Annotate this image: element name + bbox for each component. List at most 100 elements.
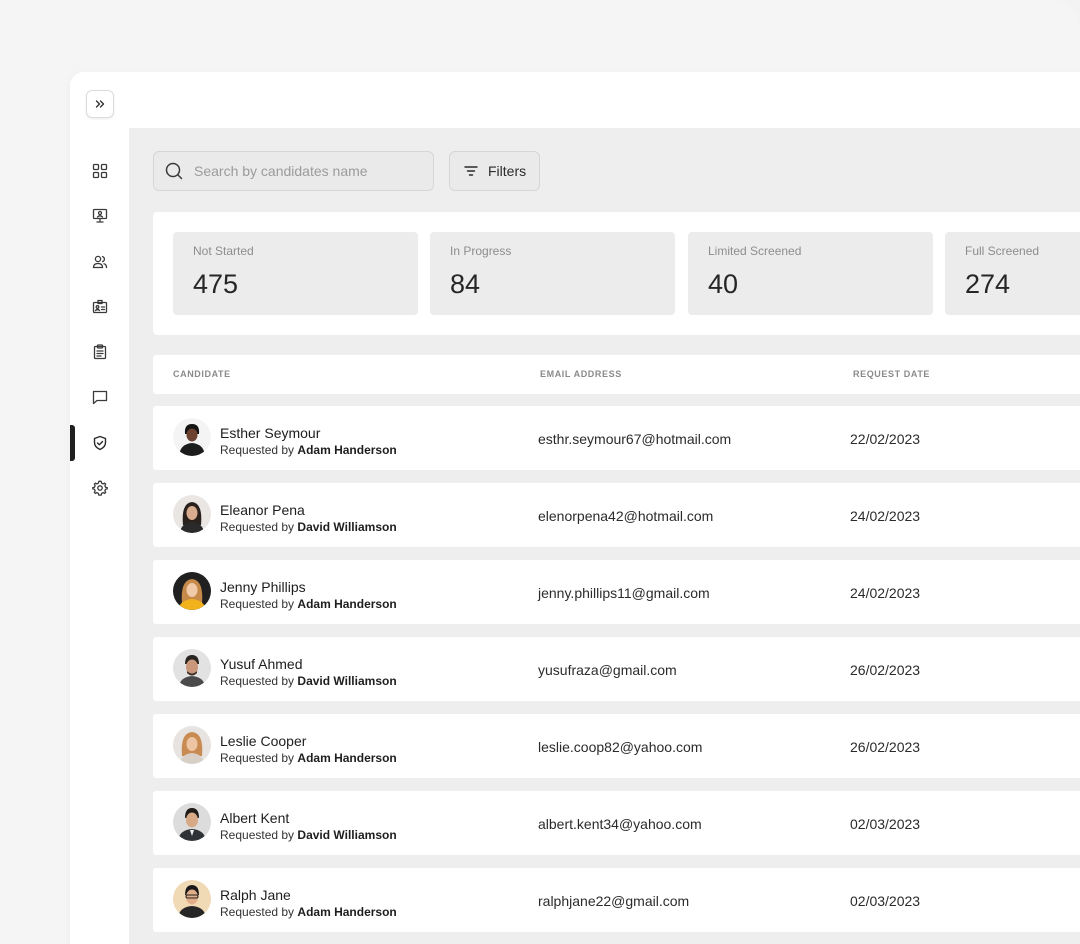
requester-name: Adam Handerson <box>297 905 397 919</box>
main-content: Filters Not Started 475 In Progress 84 L… <box>129 128 1080 944</box>
candidate-name: Esther Seymour <box>220 425 321 441</box>
requested-by: Requested by Adam Handerson <box>220 905 397 919</box>
column-header-request-date[interactable]: REQUEST DATE <box>853 369 931 379</box>
filters-label: Filters <box>488 163 527 179</box>
stat-card-limited-screened: Limited Screened 40 <box>688 232 933 315</box>
stat-value: 274 <box>965 269 1011 299</box>
filter-lines-icon <box>464 166 478 176</box>
table-row[interactable]: Eleanor Pena Requested by David Williams… <box>153 483 1080 547</box>
sidebar-item-users[interactable] <box>70 244 129 280</box>
stat-value: 40 <box>708 269 739 299</box>
column-header-email[interactable]: EMAIL ADDRESS <box>540 369 622 379</box>
request-date: 26/02/2023 <box>850 739 921 755</box>
avatar <box>173 880 211 918</box>
expand-sidebar-button[interactable] <box>86 90 114 118</box>
table-row[interactable]: Yusuf Ahmed Requested by David Williamso… <box>153 637 1080 701</box>
table-header: CANDIDATE EMAIL ADDRESS REQUEST DATE <box>153 355 1080 394</box>
avatar <box>173 726 211 764</box>
avatar <box>173 649 211 687</box>
avatar <box>173 495 211 533</box>
app-window: Filters Not Started 475 In Progress 84 L… <box>70 72 1080 944</box>
requested-prefix: Requested by <box>220 674 295 688</box>
filters-button[interactable]: Filters <box>449 151 540 191</box>
stat-label: In Progress <box>450 244 512 258</box>
requested-by: Requested by Adam Handerson <box>220 443 397 457</box>
requester-name: David Williamson <box>297 828 397 842</box>
candidate-email: jenny.phillips11@gmail.com <box>538 585 710 601</box>
requested-prefix: Requested by <box>220 443 295 457</box>
request-date: 26/02/2023 <box>850 662 921 678</box>
candidate-email: leslie.coop82@yahoo.com <box>538 739 703 755</box>
top-bar <box>129 72 1080 128</box>
request-date: 02/03/2023 <box>850 816 921 832</box>
avatar <box>173 572 211 610</box>
gear-icon <box>91 480 108 496</box>
stat-value: 84 <box>450 269 481 299</box>
sidebar-item-clipboard[interactable] <box>70 334 129 370</box>
column-header-candidate[interactable]: CANDIDATE <box>173 369 231 379</box>
stat-card-not-started: Not Started 475 <box>173 232 418 315</box>
requested-by: Requested by David Williamson <box>220 520 397 534</box>
candidate-email: ralphjane22@gmail.com <box>538 893 690 909</box>
table-row[interactable]: Ralph Jane Requested by Adam Handerson r… <box>153 868 1080 932</box>
candidate-email: yusufraza@gmail.com <box>538 662 677 678</box>
request-date: 24/02/2023 <box>850 585 921 601</box>
id-card-icon <box>92 299 107 314</box>
request-date: 24/02/2023 <box>850 508 921 524</box>
candidate-name: Albert Kent <box>220 810 290 826</box>
users-icon <box>92 255 107 269</box>
table-row[interactable]: Albert Kent Requested by David Williamso… <box>153 791 1080 855</box>
stats-panel: Not Started 475 In Progress 84 Limited S… <box>153 212 1080 335</box>
requester-name: David Williamson <box>297 674 397 688</box>
requester-name: Adam Handerson <box>297 443 397 457</box>
requested-prefix: Requested by <box>220 905 295 919</box>
avatar <box>173 418 211 456</box>
search-icon <box>165 162 183 180</box>
table-row[interactable]: Leslie Cooper Requested by Adam Handerso… <box>153 714 1080 778</box>
table-row[interactable]: Jenny Phillips Requested by Adam Handers… <box>153 560 1080 624</box>
requested-by: Requested by David Williamson <box>220 674 397 688</box>
stat-label: Limited Screened <box>708 244 802 258</box>
candidate-name: Leslie Cooper <box>220 733 307 749</box>
candidate-name: Eleanor Pena <box>220 502 305 518</box>
chat-icon <box>92 390 107 405</box>
avatar <box>173 803 211 841</box>
double-chevron-right-icon <box>95 100 105 108</box>
requested-by: Requested by Adam Handerson <box>220 597 397 611</box>
dashboard-grid-icon <box>92 163 107 179</box>
requested-prefix: Requested by <box>220 828 295 842</box>
sidebar-item-messages[interactable] <box>70 379 129 415</box>
table-row[interactable]: Esther Seymour Requested by Adam Handers… <box>153 406 1080 470</box>
stat-card-full-screened: Full Screened 274 <box>945 232 1080 315</box>
sidebar-item-settings[interactable] <box>70 470 129 506</box>
requested-by: Requested by David Williamson <box>220 828 397 842</box>
candidate-name: Ralph Jane <box>220 887 291 903</box>
stat-label: Full Screened <box>965 244 1040 258</box>
stat-label: Not Started <box>193 244 254 258</box>
request-date: 02/03/2023 <box>850 893 921 909</box>
stat-card-in-progress: In Progress 84 <box>430 232 675 315</box>
candidate-email: esthr.seymour67@hotmail.com <box>538 431 732 447</box>
sidebar-item-id-card[interactable] <box>70 289 129 325</box>
sidebar <box>70 72 129 944</box>
sidebar-item-dashboard[interactable] <box>70 153 129 189</box>
request-date: 22/02/2023 <box>850 431 921 447</box>
requester-name: Adam Handerson <box>297 751 397 765</box>
stat-value: 475 <box>193 269 239 299</box>
candidate-email: albert.kent34@yahoo.com <box>538 816 702 832</box>
candidate-name: Yusuf Ahmed <box>220 656 303 672</box>
requested-by: Requested by Adam Handerson <box>220 751 397 765</box>
requested-prefix: Requested by <box>220 520 295 534</box>
requester-name: Adam Handerson <box>297 597 397 611</box>
candidate-email: elenorpena42@hotmail.com <box>538 508 714 524</box>
requested-prefix: Requested by <box>220 751 295 765</box>
requested-prefix: Requested by <box>220 597 295 611</box>
sidebar-item-screening[interactable] <box>70 425 129 461</box>
clipboard-icon <box>93 344 106 360</box>
search-input[interactable] <box>192 162 426 180</box>
requester-name: David Williamson <box>297 520 397 534</box>
sidebar-item-monitor[interactable] <box>70 198 129 234</box>
search-box[interactable] <box>153 151 434 191</box>
shield-check-icon <box>93 435 106 451</box>
candidate-name: Jenny Phillips <box>220 579 306 595</box>
